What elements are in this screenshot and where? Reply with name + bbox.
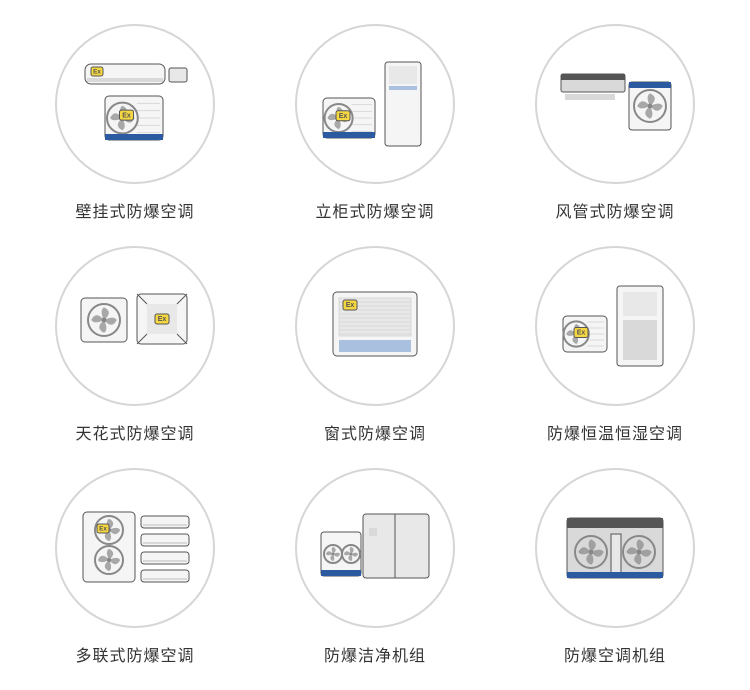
product-grid: Ex Ex 壁挂式防爆空调 Ex 立柜式防爆空调 风管式防爆空调 bbox=[35, 24, 715, 666]
product-label: 防爆洁净机组 bbox=[324, 642, 426, 666]
product-label: 多联式防爆空调 bbox=[75, 642, 194, 666]
product-cell-clean[interactable]: 防爆洁净机组 bbox=[275, 468, 475, 666]
product-circle: Ex bbox=[535, 246, 695, 406]
svg-text:Ex: Ex bbox=[346, 302, 355, 309]
product-cell-const-temp[interactable]: Ex 防爆恒温恒湿空调 bbox=[515, 246, 715, 444]
svg-text:Ex: Ex bbox=[158, 316, 167, 323]
cabinet-icon: Ex bbox=[315, 54, 435, 154]
product-label: 防爆恒温恒湿空调 bbox=[547, 420, 683, 444]
product-cell-wall-mounted[interactable]: Ex Ex 壁挂式防爆空调 bbox=[35, 24, 235, 222]
product-circle: Ex bbox=[295, 246, 455, 406]
svg-text:Ex: Ex bbox=[122, 112, 131, 119]
ceiling-icon: Ex bbox=[75, 276, 195, 376]
multi-split-icon: Ex bbox=[75, 498, 195, 598]
product-cell-ceiling[interactable]: Ex 天花式防爆空调 bbox=[35, 246, 235, 444]
product-circle bbox=[535, 24, 695, 184]
product-cell-duct[interactable]: 风管式防爆空调 bbox=[515, 24, 715, 222]
svg-text:Ex: Ex bbox=[99, 525, 107, 532]
window-icon: Ex bbox=[315, 276, 435, 376]
product-label: 天花式防爆空调 bbox=[75, 420, 194, 444]
product-circle bbox=[535, 468, 695, 628]
wall-mounted-icon: Ex Ex bbox=[75, 54, 195, 154]
product-cell-ac-unit[interactable]: 防爆空调机组 bbox=[515, 468, 715, 666]
clean-icon bbox=[315, 498, 435, 598]
product-circle: Ex Ex bbox=[55, 24, 215, 184]
product-circle bbox=[295, 468, 455, 628]
product-cell-multi-split[interactable]: Ex 多联式防爆空调 bbox=[35, 468, 235, 666]
product-cell-cabinet[interactable]: Ex 立柜式防爆空调 bbox=[275, 24, 475, 222]
ac-unit-icon bbox=[555, 498, 675, 598]
product-circle: Ex bbox=[55, 468, 215, 628]
const-temp-icon: Ex bbox=[555, 276, 675, 376]
svg-text:Ex: Ex bbox=[93, 68, 101, 75]
product-label: 防爆空调机组 bbox=[564, 642, 666, 666]
svg-text:Ex: Ex bbox=[339, 113, 348, 120]
svg-text:Ex: Ex bbox=[577, 330, 586, 337]
product-cell-window[interactable]: Ex 窗式防爆空调 bbox=[275, 246, 475, 444]
product-circle: Ex bbox=[55, 246, 215, 406]
product-label: 立柜式防爆空调 bbox=[315, 198, 434, 222]
duct-icon bbox=[555, 54, 675, 154]
product-label: 壁挂式防爆空调 bbox=[75, 198, 194, 222]
product-circle: Ex bbox=[295, 24, 455, 184]
product-label: 风管式防爆空调 bbox=[555, 198, 674, 222]
product-label: 窗式防爆空调 bbox=[324, 420, 426, 444]
